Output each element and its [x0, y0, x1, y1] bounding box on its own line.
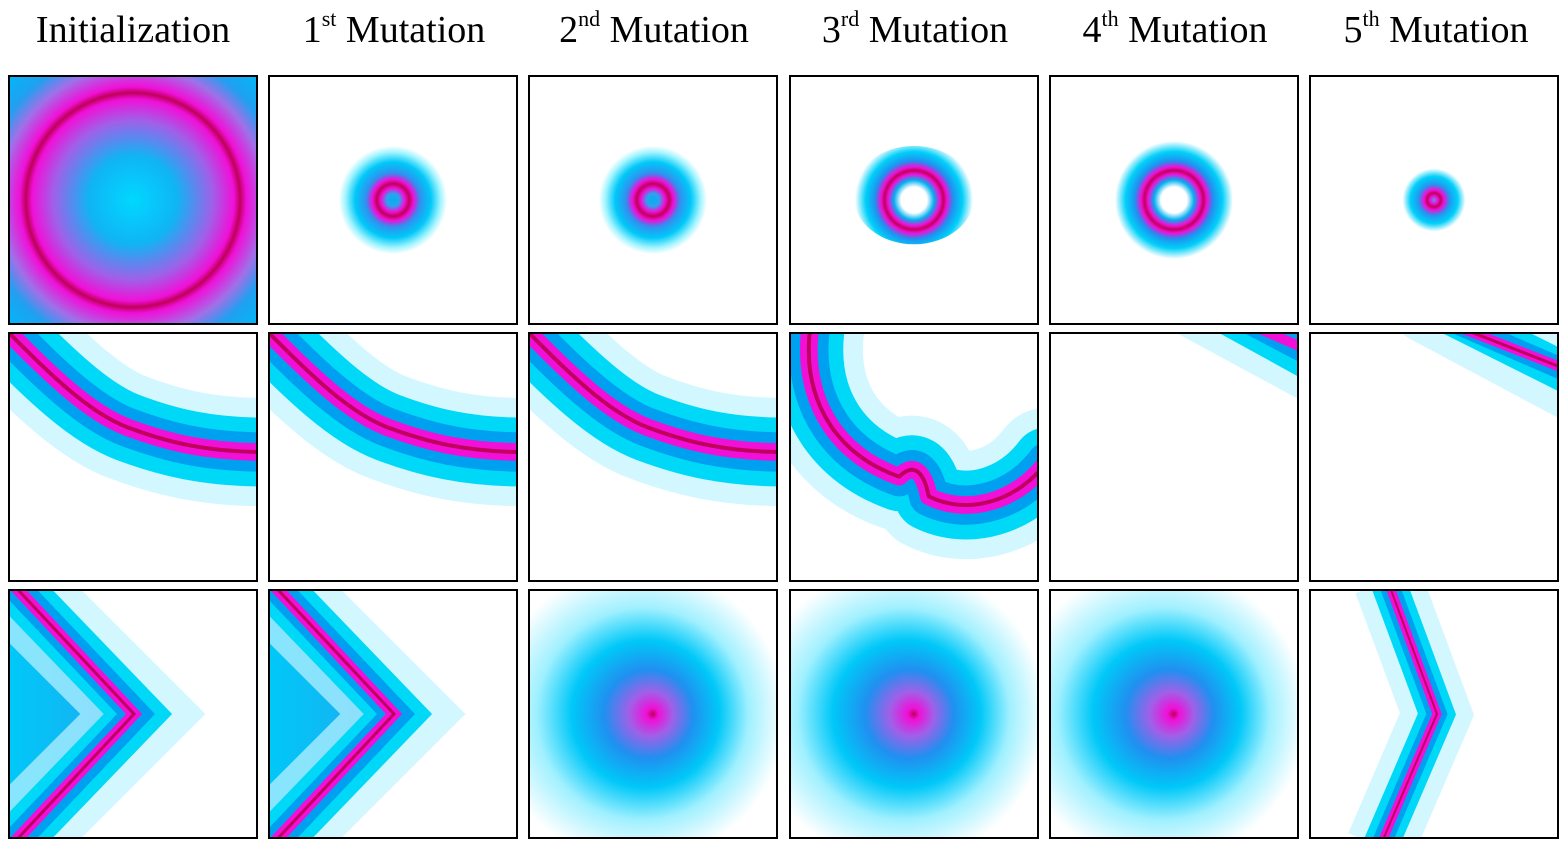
pattern-image [1311, 591, 1557, 837]
header-suffix: th [1362, 6, 1380, 31]
pattern-image [10, 334, 256, 580]
header-name: Mutation [336, 9, 486, 51]
panel-row2-m4 [1049, 332, 1299, 582]
panel-row1-m1 [268, 75, 518, 325]
pattern-image [1051, 334, 1297, 580]
pattern-image [1051, 77, 1297, 323]
header-text: Initialization [35, 9, 231, 51]
panel-row3-m5 [1309, 589, 1559, 839]
panel-row3-m1 [268, 589, 518, 839]
pattern-image [270, 591, 516, 837]
pattern-image [10, 77, 256, 323]
pattern-image [530, 591, 776, 837]
header-initialization: Initialization [3, 8, 263, 52]
panel-row1-m5 [1309, 75, 1559, 325]
header-suffix: nd [578, 6, 601, 31]
panel-row1-init [8, 75, 258, 325]
column-headers: Initialization 1st Mutation 2nd Mutation… [0, 0, 1567, 72]
header-suffix: rd [840, 6, 860, 31]
header-ordinal: 2 [559, 9, 579, 51]
panel-row3-m2 [528, 589, 778, 839]
header-mutation-5: 5th Mutation [1306, 8, 1566, 52]
pattern-image [791, 591, 1037, 837]
header-mutation-3: 3rd Mutation [785, 8, 1045, 52]
header-mutation-2: 2nd Mutation [524, 8, 784, 52]
panel-row2-m1 [268, 332, 518, 582]
header-suffix: th [1101, 6, 1119, 31]
pattern-image [1311, 77, 1557, 323]
header-name: Mutation [1379, 9, 1529, 51]
panel-row2-m5 [1309, 332, 1559, 582]
header-name: Mutation [1118, 9, 1268, 51]
header-name: Mutation [600, 9, 749, 51]
panel-row3-init [8, 589, 258, 839]
panel-row1-m3 [789, 75, 1039, 325]
pattern-image [791, 334, 1037, 580]
pattern-image [791, 77, 1037, 323]
pattern-image [10, 591, 256, 837]
pattern-image [530, 77, 776, 323]
panel-row3-m4 [1049, 589, 1299, 839]
header-suffix: st [321, 6, 337, 31]
header-mutation-4: 4th Mutation [1045, 8, 1305, 52]
panel-row1-m4 [1049, 75, 1299, 325]
pattern-image [270, 77, 516, 323]
pattern-image [270, 334, 516, 580]
header-ordinal: 4 [1082, 9, 1102, 51]
panel-row3-m3 [789, 589, 1039, 839]
header-name: Mutation [859, 9, 1009, 51]
pattern-image [530, 334, 776, 580]
pattern-image [1051, 591, 1297, 837]
panel-row2-m3 [789, 332, 1039, 582]
pattern-image [1311, 334, 1557, 580]
header-ordinal: 3 [821, 9, 841, 51]
panel-row2-m2 [528, 332, 778, 582]
panel-row2-init [8, 332, 258, 582]
panel-row1-m2 [528, 75, 778, 325]
header-ordinal: 1 [302, 9, 322, 51]
header-ordinal: 5 [1343, 9, 1363, 51]
header-mutation-1: 1st Mutation [264, 8, 524, 52]
